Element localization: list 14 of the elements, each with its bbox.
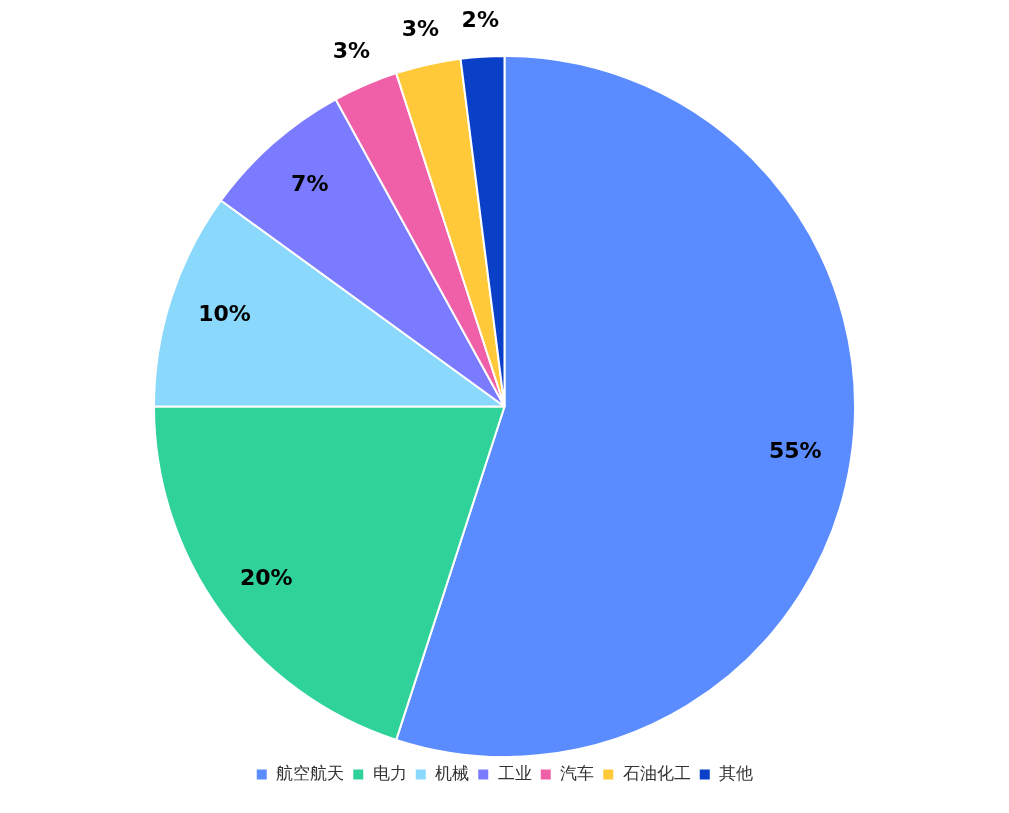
legend-label: 汽车 [560,762,595,783]
data-label: 55% [768,438,822,464]
data-label: 3% [332,38,371,64]
legend-label: 电力 [372,762,407,783]
data-label: 3% [401,15,440,41]
legend-label: 石油化工 [622,762,691,783]
data-label: 20% [239,565,293,591]
legend-label: 机械 [435,762,470,783]
legend-label: 工业 [497,762,532,783]
legend-label: 航空航天 [276,762,345,783]
legend-label: 其他 [719,762,754,783]
data-label: 7% [291,171,329,197]
data-label: 2% [461,7,499,33]
data-label: 10% [198,301,251,327]
